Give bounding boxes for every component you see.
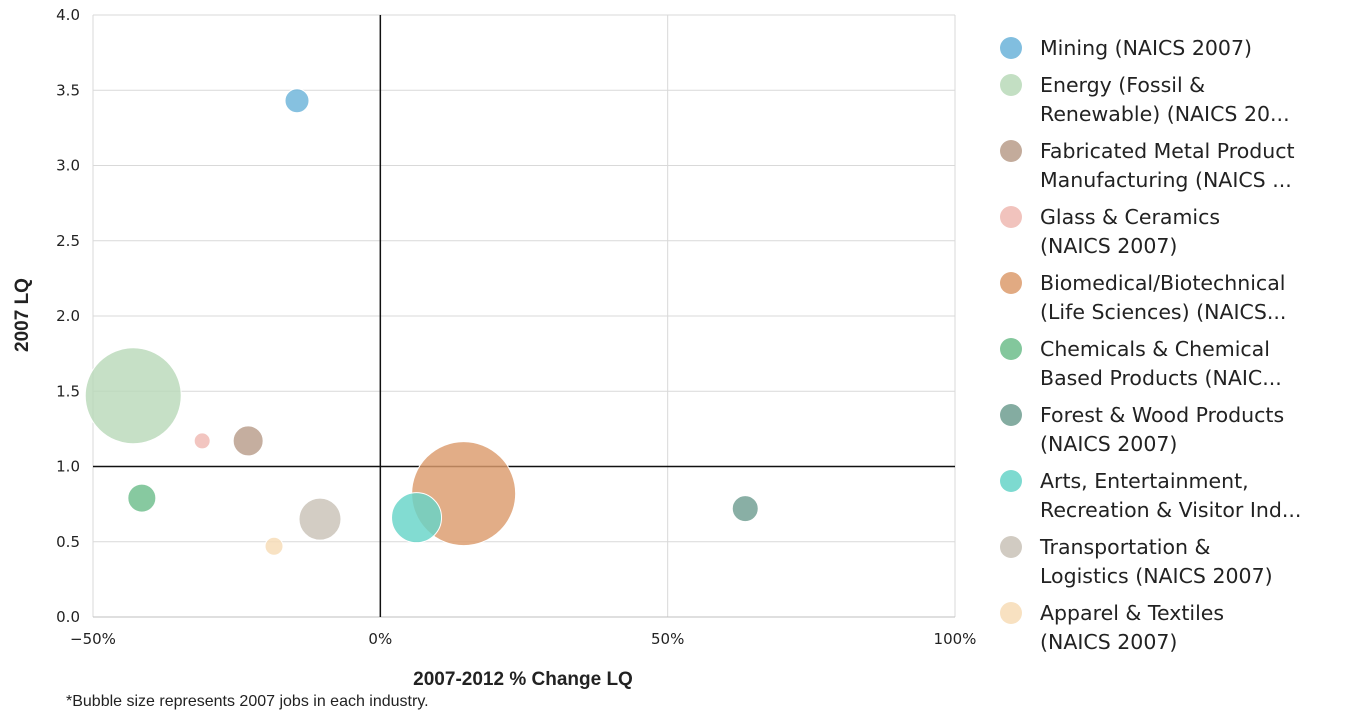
x-tick-label: 0% xyxy=(368,630,392,648)
legend-item[interactable]: Chemicals & Chemical Based Products (NAIC… xyxy=(1000,335,1355,393)
bubble[interactable] xyxy=(193,432,211,450)
legend-swatch xyxy=(1000,140,1022,162)
y-tick-label: 0.5 xyxy=(56,533,80,551)
legend-item[interactable]: Transportation & Logistics (NAICS 2007) xyxy=(1000,533,1355,591)
legend-item[interactable]: Arts, Entertainment, Recreation & Visitor… xyxy=(1000,467,1355,525)
x-axis-title: 2007-2012 % Change LQ xyxy=(413,669,633,690)
x-tick-label: 50% xyxy=(651,630,684,648)
legend-label: Energy (Fossil & Renewable) (NAICS 20... xyxy=(1040,73,1290,126)
y-tick-label: 2.5 xyxy=(56,232,80,250)
footnote: *Bubble size represents 2007 jobs in eac… xyxy=(66,693,429,710)
y-tick-label: 3.0 xyxy=(56,157,80,175)
legend-swatch xyxy=(1000,37,1022,59)
legend-label: Forest & Wood Products (NAICS 2007) xyxy=(1040,403,1285,456)
legend-swatch xyxy=(1000,206,1022,228)
x-tick-labels: −50% 0% 50% 100% xyxy=(70,630,976,648)
legend-label: Glass & Ceramics (NAICS 2007) xyxy=(1040,205,1221,258)
legend-item[interactable]: Fabricated Metal Product Manufacturing (N… xyxy=(1000,137,1355,195)
legend-label: Mining (NAICS 2007) xyxy=(1040,36,1253,60)
legend-swatch xyxy=(1000,74,1022,96)
legend-swatch xyxy=(1000,536,1022,558)
bubble[interactable] xyxy=(731,495,759,523)
bubble[interactable] xyxy=(84,347,182,445)
y-tick-label: 1.5 xyxy=(56,382,80,400)
legend-label: Apparel & Textiles (NAICS 2007) xyxy=(1040,601,1225,654)
bubble[interactable] xyxy=(284,88,310,114)
bubble[interactable] xyxy=(391,492,443,544)
legend-item[interactable]: Mining (NAICS 2007) xyxy=(1000,34,1355,63)
y-tick-label: 4.0 xyxy=(56,6,80,24)
y-axis-title: 2007 LQ xyxy=(12,278,33,352)
legend: Mining (NAICS 2007) Energy (Fossil & Renew… xyxy=(1000,34,1355,665)
legend-item[interactable]: Energy (Fossil & Renewable) (NAICS 20... xyxy=(1000,71,1355,129)
x-tick-label: 100% xyxy=(934,630,977,648)
grid-lines xyxy=(92,14,956,618)
legend-label: Fabricated Metal Product Manufacturing (N… xyxy=(1040,139,1295,192)
legend-item[interactable]: Glass & Ceramics (NAICS 2007) xyxy=(1000,203,1355,261)
bubble[interactable] xyxy=(264,536,284,556)
bubbles xyxy=(84,88,759,556)
legend-swatch xyxy=(1000,602,1022,624)
legend-swatch xyxy=(1000,338,1022,360)
legend-label: Transportation & Logistics (NAICS 2007) xyxy=(1040,535,1273,588)
reference-lines xyxy=(93,15,955,617)
legend-label: Chemicals & Chemical Based Products (NAIC… xyxy=(1040,337,1282,390)
legend-item[interactable]: Apparel & Textiles (NAICS 2007) xyxy=(1000,599,1355,657)
legend-label: Biomedical/Biotechnical (Life Sciences) (… xyxy=(1040,271,1287,324)
legend-item[interactable]: Biomedical/Biotechnical (Life Sciences) (… xyxy=(1000,269,1355,327)
legend-swatch xyxy=(1000,404,1022,426)
y-tick-label: 1.0 xyxy=(56,458,80,476)
x-tick-label: −50% xyxy=(70,630,116,648)
legend-label: Arts, Entertainment, Recreation & Visitor… xyxy=(1040,469,1302,522)
y-tick-label: 2.0 xyxy=(56,307,80,325)
legend-item[interactable]: Forest & Wood Products (NAICS 2007) xyxy=(1000,401,1355,459)
bubble[interactable] xyxy=(127,483,157,513)
legend-swatch xyxy=(1000,470,1022,492)
bubble[interactable] xyxy=(232,425,264,457)
y-tick-label: 3.5 xyxy=(56,81,80,99)
y-tick-label: 0.0 xyxy=(56,608,80,626)
bubble[interactable] xyxy=(298,497,342,541)
y-tick-labels: 0.0 0.5 1.0 1.5 2.0 2.5 3.0 3.5 4.0 xyxy=(56,6,80,626)
legend-swatch xyxy=(1000,272,1022,294)
